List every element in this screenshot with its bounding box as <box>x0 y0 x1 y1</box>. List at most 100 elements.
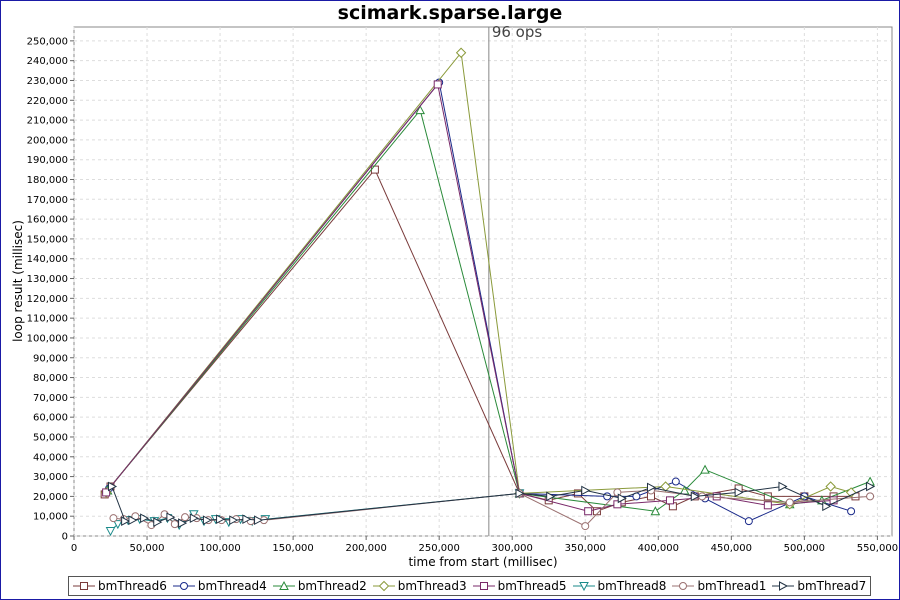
x-tick-label: 50,000 <box>130 543 165 554</box>
x-tick-label: 150,000 <box>272 543 313 554</box>
x-axis-ticks: 0 50,000 100,000 150,000 200,000 250,000 300,0… <box>71 536 898 554</box>
legend-marker <box>679 582 688 590</box>
y-tick-label: 210,000 <box>27 116 68 127</box>
data-point <box>778 481 788 492</box>
grid <box>73 27 892 537</box>
legend-item: bmThread5 <box>472 579 567 593</box>
legend-symbol <box>172 582 195 590</box>
data-point <box>189 513 199 524</box>
data-point <box>254 515 264 525</box>
series-bmThread7 <box>107 481 876 528</box>
data-point <box>646 482 657 493</box>
legend-label: bmThread5 <box>497 579 567 593</box>
data-point <box>546 491 556 502</box>
legend-symbol <box>572 582 595 592</box>
x-axis-label: time from start (millisec) <box>408 555 557 569</box>
data-point <box>433 80 442 89</box>
y-tick-label: 100,000 <box>27 333 68 344</box>
y-tick-label: 60,000 <box>33 413 68 424</box>
legend-symbol <box>672 582 695 590</box>
y-tick-label: 230,000 <box>27 76 68 87</box>
y-tick-label: 200,000 <box>27 135 68 146</box>
data-point <box>166 512 176 523</box>
data-point <box>584 507 593 516</box>
annotation-label: 96 ops <box>492 23 543 41</box>
legend-label: bmThread1 <box>697 579 767 593</box>
data-point <box>181 513 190 522</box>
y-tick-label: 80,000 <box>33 373 68 384</box>
data-point <box>415 105 426 115</box>
data-point <box>581 485 591 496</box>
y-tick-label: 140,000 <box>27 254 68 265</box>
plot-area <box>73 26 893 537</box>
legend-item: bmThread1 <box>672 579 766 593</box>
legend-symbol <box>372 580 395 592</box>
data-point <box>170 520 179 529</box>
y-tick-label: 220,000 <box>27 96 68 107</box>
y-tick-label: 120,000 <box>27 294 68 305</box>
data-point <box>242 514 252 524</box>
data-point <box>650 506 661 516</box>
data-point <box>112 520 123 530</box>
data-point <box>107 481 118 492</box>
legend-label: bmThread8 <box>597 579 667 593</box>
data-point <box>229 515 239 525</box>
legend: bmThread6 bmThread4 bmThread2 bmThread3 bmTh… <box>68 576 872 596</box>
legend-label: bmThread3 <box>397 579 467 593</box>
data-point <box>603 492 612 501</box>
legend-marker <box>278 580 289 590</box>
legend-item: bmThread7 <box>772 579 866 593</box>
y-tick-label: 160,000 <box>27 215 68 226</box>
data-point <box>102 488 111 497</box>
x-tick-label: 400,000 <box>638 543 679 554</box>
y-tick-label: 190,000 <box>27 155 68 166</box>
data-point <box>866 481 876 492</box>
x-tick-label: 350,000 <box>565 543 606 554</box>
y-tick-label: 170,000 <box>27 195 68 206</box>
data-point <box>829 496 838 505</box>
data-point <box>671 477 680 486</box>
series-group <box>100 47 876 537</box>
legend-item: bmThread4 <box>172 579 267 593</box>
y-tick-label: 250,000 <box>27 36 68 47</box>
data-point <box>744 517 753 526</box>
x-tick-label: 550,000 <box>857 543 898 554</box>
data-point <box>617 493 627 504</box>
legend-label: bmThread2 <box>297 579 367 593</box>
data-point <box>847 507 856 516</box>
data-point <box>202 515 212 525</box>
legend-item: bmThread3 <box>372 579 467 593</box>
y-tick-label: 240,000 <box>27 56 68 67</box>
data-point <box>866 492 875 501</box>
legend-symbol <box>73 582 95 590</box>
data-point <box>734 487 744 498</box>
y-tick-label: 30,000 <box>33 472 68 483</box>
legend-symbol <box>472 582 495 590</box>
data-point <box>825 481 836 492</box>
legend-item: bmThread6 <box>73 579 167 593</box>
data-point <box>665 496 674 505</box>
y-tick-label: 90,000 <box>33 353 68 364</box>
data-point <box>581 522 590 531</box>
data-point <box>455 47 467 58</box>
data-point <box>690 491 700 502</box>
x-tick-label: 500,000 <box>784 543 825 554</box>
annotation: 96 ops <box>488 23 543 536</box>
data-point <box>613 500 622 509</box>
y-tick-label: 20,000 <box>33 492 68 503</box>
legend-label: bmThread6 <box>98 579 167 593</box>
data-point <box>613 488 622 497</box>
data-point <box>822 501 832 512</box>
data-point <box>105 527 116 537</box>
y-axis-ticks: 0 10,000 20,000 30,000 40,000 50,000 60,000 70,… <box>27 36 74 543</box>
data-point <box>700 464 710 474</box>
legend-marker <box>378 580 389 592</box>
y-tick-label: 130,000 <box>27 274 68 285</box>
data-point <box>370 165 379 174</box>
y-tick-label: 10,000 <box>33 512 68 523</box>
legend-symbol <box>272 580 295 590</box>
legend-item: bmThread2 <box>272 579 367 593</box>
legend-item: bmThread8 <box>572 579 667 593</box>
y-tick-label: 110,000 <box>27 314 68 325</box>
legend-marker <box>479 582 488 590</box>
